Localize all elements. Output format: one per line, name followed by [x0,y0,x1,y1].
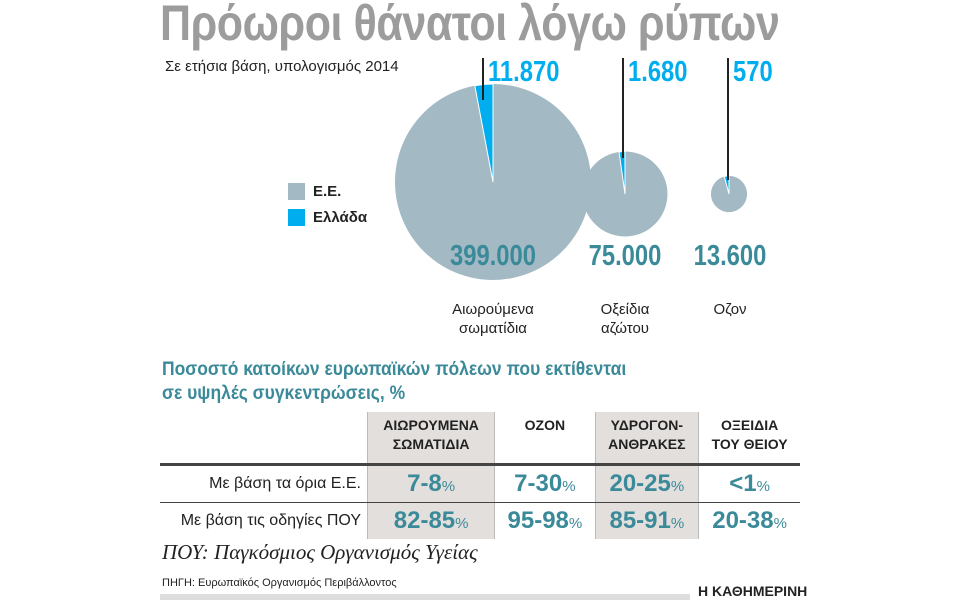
table-cell: 20-38% [698,502,800,539]
table-cell: 95-98% [494,502,596,539]
cell-unit: % [756,478,770,495]
cell-unit: % [441,478,456,495]
category-line: Οζον [713,301,747,318]
cell-value: 20-38 [712,507,774,534]
legend-label-greece: Ελλάδα [313,209,368,226]
cell-unit: % [670,515,685,532]
legend-swatch-eu [288,183,305,200]
greece-wedge [474,83,494,183]
header-line: ΣΩΜΑΤΙΔΙΑ [392,436,470,452]
greece-value-ozone: 570 [733,56,773,88]
cell-value: <1 [729,470,757,497]
page-title: Πρόωροι θάνατοι λόγω ρύπων [160,0,780,51]
column-header: ΟΖΟΝ [494,412,596,466]
greece-value-pm: 11.870 [488,56,560,88]
category-label-nox: Οξείδια αζώτου [555,300,695,338]
table-cell: 20-25% [594,464,699,503]
table-heading: Ποσοστό κατοίκων ευρωπαϊκών πόλεων που ε… [162,358,626,406]
header-line: ΥΔΡΟΓΟΝ- [610,417,684,433]
column-header: ΥΔΡΟΓΟΝ- ΑΝΘΡΑΚΕΣ [594,412,699,466]
cell-unit: % [562,478,576,495]
row-label: Με βάση τα όρια Ε.Ε. [160,464,368,503]
header-line: ΟΖΟΝ [524,417,566,433]
greece-value-nox: 1.680 [628,56,688,88]
column-header: ΑΙΩΡΟΥΜΕΝΑ ΣΩΜΑΤΙΔΙΑ [366,412,495,466]
cell-value: 20-25 [609,470,671,497]
greece-wedge [723,175,730,195]
cell-unit: % [670,478,685,495]
table-cell: 7-8% [366,464,495,503]
leader-line [482,58,484,100]
category-line: Αιωρούμενα [452,301,534,318]
heading-line: Ποσοστό κατοίκων ευρωπαϊκών πόλεων που ε… [162,359,627,380]
leader-line [622,58,624,158]
eu-value-ozone: 13.600 [693,240,767,272]
table-row: Με βάση τα όρια Ε.Ε. 7-8% 7-30% 20-25% <… [160,464,800,503]
cell-value: 95-98 [507,507,569,534]
table-corner [160,412,368,466]
category-label-pm: Αιωρούμενα σωματίδια [423,300,563,338]
category-line: αζώτου [600,320,650,337]
leader-line [727,58,729,180]
table-cell: <1% [698,464,800,503]
header-line: ΟΞΕΙΔΙΑ [721,417,779,433]
table-cell: 82-85% [366,502,495,539]
cell-value: 82-85 [393,507,456,534]
eu-value-pm: 399.000 [450,240,536,272]
cell-unit: % [773,515,787,532]
bubble-pie-chart [395,83,748,280]
category-label-ozone: Οζον [660,300,800,319]
footnote: ΠΟΥ: Παγκόσμιος Οργανισμός Υγείας [162,540,478,564]
cell-value: 7-8 [407,470,442,497]
heading-line: σε υψηλές συγκεντρώσεις, % [162,383,406,404]
column-header: ΟΞΕΙΔΙΑ ΤΟΥ ΘΕΙΟΥ [698,412,800,466]
source-note: ΠΗΓΗ: Ευρωπαϊκός Οργανισμός Περιβάλλοντο… [162,577,397,589]
footer-bar [160,594,690,600]
table-cell: 85-91% [594,502,699,539]
header-line: ΤΟΥ ΘΕΙΟΥ [711,436,788,452]
exposure-table: ΑΙΩΡΟΥΜΕΝΑ ΣΩΜΑΤΙΔΙΑ ΟΖΟΝ ΥΔΡΟΓΟΝ- ΑΝΘΡΑΚΕ… [160,412,800,539]
cell-value: 85-91 [609,507,671,534]
brand-logo: Η ΚΑΘΗΜΕΡΙΝΗ [698,583,808,599]
legend-swatch-greece [288,209,305,226]
cell-unit: % [568,515,583,532]
cell-value: 7-30 [514,470,563,497]
category-line: Οξείδια [600,301,650,318]
cell-unit: % [455,515,469,532]
legend-label-eu: Ε.Ε. [313,183,342,200]
category-line: σωματίδια [459,320,527,337]
header-line: ΑΙΩΡΟΥΜΕΝΑ [383,417,479,433]
eu-value-nox: 75.000 [588,240,662,272]
row-label: Με βάση τις οδηγίες ΠΟΥ [180,512,361,529]
header-line: ΑΝΘΡΑΚΕΣ [608,436,686,452]
subtitle: Σε ετήσια βάση, υπολογισμός 2014 [165,58,399,75]
table-cell: 7-30% [494,464,596,503]
table-row: Με βάση τις οδηγίες ΠΟΥ 82-85% 95-98% 85… [160,502,800,539]
